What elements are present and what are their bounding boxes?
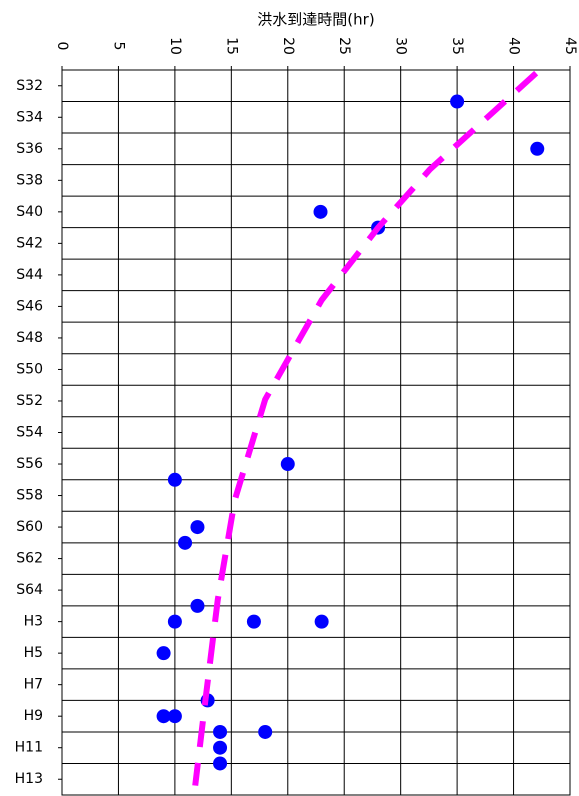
y-tick-label: S58 (16, 488, 43, 504)
y-tick-label: S62 (16, 551, 43, 567)
x-tick-label: 40 (506, 37, 522, 55)
y-tick-label: H3 (24, 614, 43, 630)
y-tick-label: S48 (16, 330, 43, 346)
scatter-point (167, 614, 182, 629)
y-tick-label: S60 (16, 519, 43, 535)
scatter-point (314, 614, 329, 629)
y-tick-label: S38 (16, 172, 43, 188)
y-tick-label: S56 (16, 456, 43, 472)
scatter-point (190, 520, 205, 535)
y-tick-label: H7 (24, 677, 43, 693)
scatter-point (530, 141, 545, 156)
scatter-point (280, 457, 295, 472)
y-tick-label: S44 (16, 267, 43, 283)
y-tick-label: S50 (16, 361, 43, 377)
y-tick-label: S42 (16, 235, 43, 251)
scatter-point (246, 614, 261, 629)
scatter-point (156, 646, 171, 661)
x-tick-label: 25 (336, 37, 352, 55)
scatter-point (213, 756, 228, 771)
scatter-point (156, 709, 171, 724)
y-tick-label: S40 (16, 204, 43, 220)
y-tick-label: S36 (16, 141, 43, 157)
x-tick-label: 10 (167, 37, 183, 55)
y-tick-label: H5 (24, 645, 43, 661)
y-tick-label: S52 (16, 393, 43, 409)
scatter-point (178, 535, 193, 550)
y-tick-label: S34 (16, 109, 43, 125)
x-tick-label: 0 (54, 42, 70, 51)
x-tick-label: 20 (280, 37, 296, 55)
y-tick-label: H9 (24, 708, 43, 724)
scatter-point (167, 709, 182, 724)
y-tick-label: H13 (15, 771, 43, 787)
x-tick-label: 45 (562, 37, 578, 55)
y-tick-label: S46 (16, 298, 43, 314)
scatter-point (450, 94, 465, 109)
scatter-point (213, 740, 228, 755)
y-tick-label: H11 (15, 740, 43, 756)
x-tick-label: 35 (449, 37, 465, 55)
y-tick-label: S32 (16, 78, 43, 94)
x-axis-title: 洪水到達時間(hr) (257, 11, 374, 29)
x-tick-label: 15 (223, 37, 239, 55)
scatter-point (190, 598, 205, 613)
scatter-point (258, 724, 273, 739)
scatter-point (167, 472, 182, 487)
plot-frame (61, 69, 571, 796)
scatter-point (213, 724, 228, 739)
scatter-point (313, 204, 328, 219)
y-tick-label: S54 (16, 425, 43, 441)
x-tick-label: 5 (110, 42, 126, 51)
y-tick-label: S64 (16, 582, 43, 598)
x-tick-label: 30 (393, 37, 409, 55)
trend-line (192, 70, 539, 786)
